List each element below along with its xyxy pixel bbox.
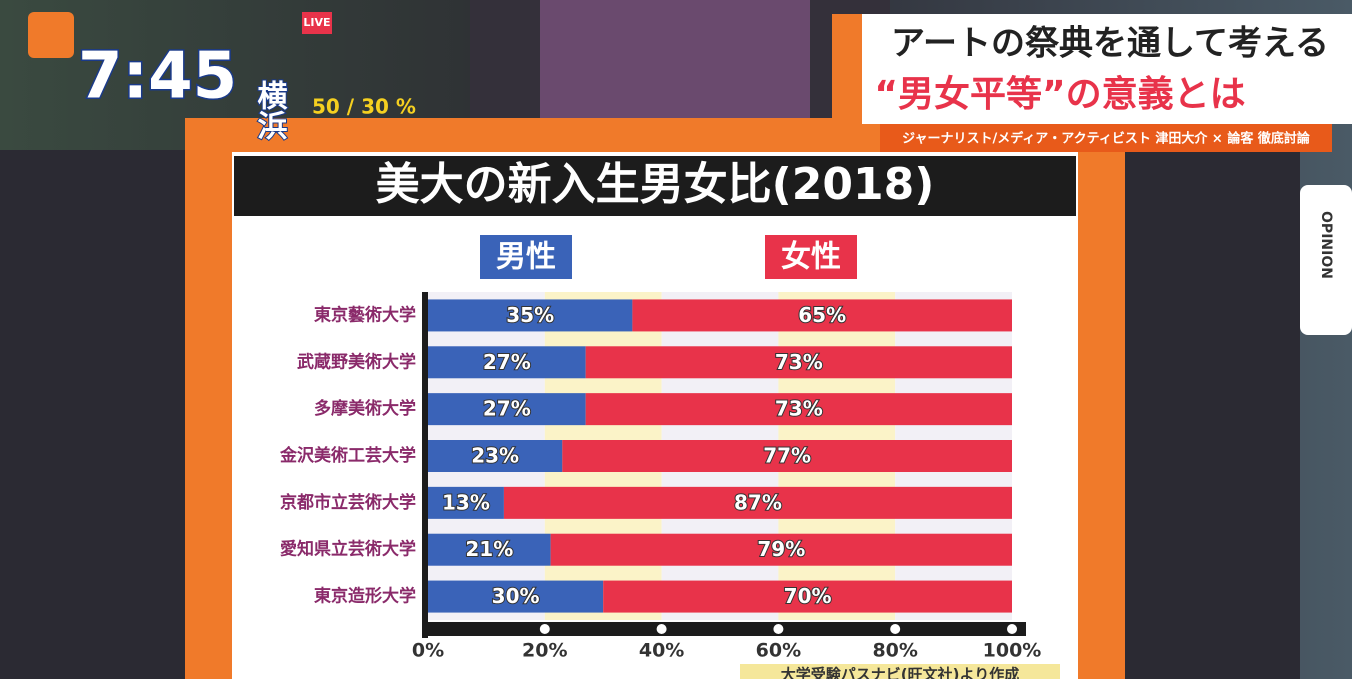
x-tick-label: 60% [756,640,801,662]
value-label: 79% [757,537,805,561]
subline: ジャーナリスト/メディア・アクティビスト 津田大介 × 論客 徹底討論 [902,131,1311,147]
x-tick-mark [539,624,550,634]
bar-segment [503,486,1012,519]
y-tick-label: 武蔵野美術大学 [297,351,416,372]
x-tick-label: 0% [412,640,444,662]
bar-segment [428,393,586,426]
source: 大学受験パスナビ(旺文社)より作成 [781,666,1019,679]
bar-segment [585,346,1012,379]
tab[interactable] [1300,185,1352,335]
bar-segment [632,299,1012,332]
bar-segment [550,533,1012,566]
bar-segment [428,486,504,519]
y-tick-label: 東京造形大学 [314,586,416,607]
x-tick-mark [773,624,784,634]
value-label: 27% [483,350,531,374]
live: LIVE [303,16,330,29]
bar-segment [562,440,1012,472]
title-bar [234,156,1076,216]
y-tick-label: 金沢美術工芸大学 [279,445,416,466]
legend-label: 女性 [781,240,841,275]
person-right [1120,150,1300,679]
legend-label: 男性 [496,240,556,275]
bar-segment [428,533,551,566]
value-label: 30% [492,584,540,608]
location: 横浜 [252,80,288,140]
x-axis [422,622,1026,636]
value-label: 65% [798,303,846,327]
x-tick-label: 20% [522,640,567,662]
source-box [740,664,1060,679]
time: 7:45 [78,40,237,114]
bar-segment [428,299,633,332]
x-tick-label: 40% [639,640,684,662]
value-label: 70% [784,584,832,608]
x-tick-label: 100% [983,640,1042,662]
precipitation: 50 / 30 % [312,95,416,119]
subline-bar [880,124,1332,152]
bar-segment [585,393,1012,426]
headline: アートの祭典を通して考える [891,24,1329,64]
bar-segment [428,346,586,379]
x-tick-mark [1007,624,1017,634]
live-badge [302,12,332,34]
x-tick-mark [890,624,901,634]
headline-box [862,14,1352,124]
value-label: 87% [734,490,782,514]
person-left [0,150,200,679]
y-tick-label: 多摩美術大学 [314,398,416,419]
value-label: 23% [471,444,519,468]
bar-segment [428,580,604,613]
value-label: 35% [506,303,554,327]
y-tick-label: 京都市立芸術大学 [280,492,416,513]
chart-title: 美大の新入生男女比(2018) [376,159,935,210]
tab-label[interactable]: OPINION [1318,211,1334,279]
headline: “男女平等”の意義とは [874,74,1245,115]
value-label: 27% [483,397,531,421]
value-label: 77% [763,444,811,468]
value-label: 21% [465,537,513,561]
legend-swatch [480,235,572,279]
value-label: 13% [442,490,490,514]
bar-segment [428,440,563,472]
bar-segment [603,580,1012,613]
y-tick-label: 東京藝術大学 [314,304,416,325]
plot: 東京藝術大学 35% 65% 武蔵野美術大学 27% 73% 多摩美術大学 27% 73% 金沢美… [279,292,1041,662]
shirt [540,0,810,120]
y-axis [422,292,428,638]
x-tick-label: 80% [872,640,917,662]
legend-swatch [765,235,857,279]
comment-icon [28,12,74,58]
value-label: 73% [775,350,823,374]
y-tick-label: 愛知県立芸術大学 [280,539,416,560]
value-label: 73% [775,397,823,421]
x-tick-mark [656,624,667,634]
